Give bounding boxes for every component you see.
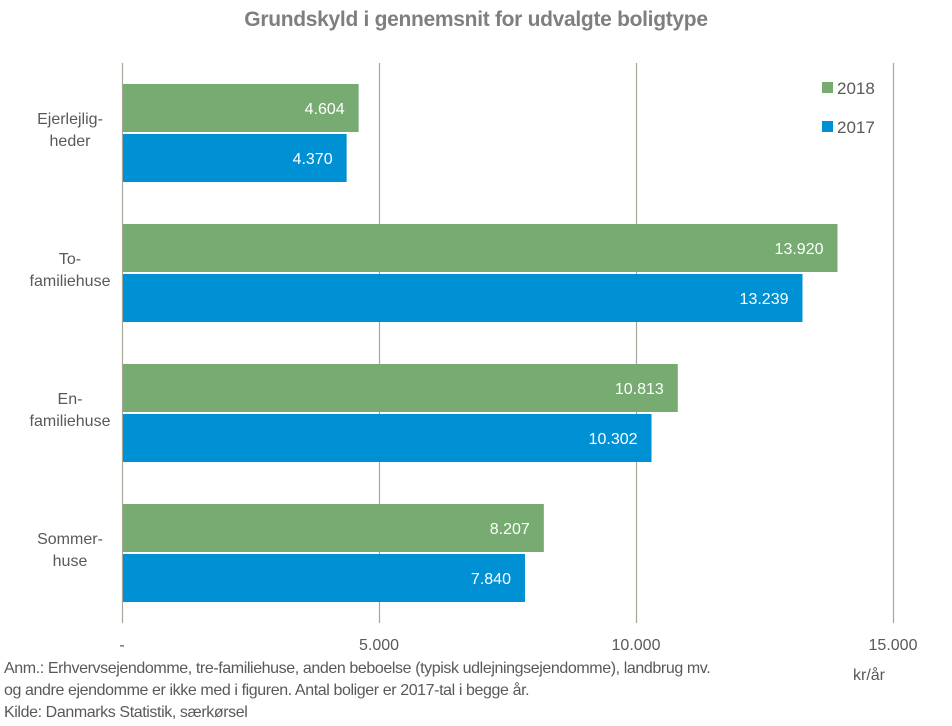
bar-value-label: 4.604 <box>305 101 345 118</box>
category-labels: Ejerlejlig-heder To-familiehuse En-familie… <box>30 111 111 570</box>
bar-2017 <box>123 554 525 602</box>
legend-swatch-2018 <box>822 82 833 93</box>
chart-notes: Anm.: Erhvervsejendomme, tre-familiehuse… <box>4 658 711 724</box>
gridlines <box>121 63 895 623</box>
source-line: Kilde: Danmarks Statistik, særkørsel <box>4 704 248 721</box>
x-tick-label: 15.000 <box>869 637 918 654</box>
bar-2018 <box>123 504 544 552</box>
legend: 2018 2017 <box>822 79 875 137</box>
bar-value-label: 8.207 <box>490 521 530 538</box>
x-tick-labels: - 5.000 10.000 15.000 <box>119 637 917 654</box>
legend-swatch-2017 <box>822 121 833 132</box>
bar-2018 <box>123 84 359 132</box>
bar-value-label: 13.920 <box>775 241 824 258</box>
category-label: huse <box>53 553 88 570</box>
bar-2017 <box>123 414 652 462</box>
legend-label-2017: 2017 <box>837 118 875 137</box>
bar-2017 <box>123 274 803 322</box>
bar-value-label: 13.239 <box>740 291 789 308</box>
x-tick-label: 10.000 <box>612 637 661 654</box>
category-label: Sommer- <box>37 531 103 548</box>
category-label: To- <box>59 251 81 268</box>
category-label: heder <box>50 133 92 150</box>
category-label: En- <box>58 391 83 408</box>
bar-value-label: 10.302 <box>589 431 638 448</box>
category-label: Ejerlejlig- <box>37 111 103 128</box>
category-label: familiehuse <box>30 273 111 290</box>
x-tick-label: 5.000 <box>359 637 399 654</box>
legend-label-2018: 2018 <box>837 79 875 98</box>
chart-title: Grundskyld i gennemsnit for udvalgte bol… <box>244 8 708 31</box>
note-line: og andre ejendomme er ikke med i figuren… <box>4 682 530 699</box>
bar-2018 <box>123 364 678 412</box>
bar-2018 <box>123 224 838 272</box>
bar-2017 <box>123 134 347 182</box>
x-tick-label: - <box>119 637 124 654</box>
bars: 4.604 4.370 13.920 13.239 10.813 10.302 8.207 7… <box>123 84 838 602</box>
x-axis-unit-label: kr/år <box>853 666 886 684</box>
category-label: familiehuse <box>30 413 111 430</box>
bar-value-label: 10.813 <box>615 381 664 398</box>
bar-value-label: 4.370 <box>293 151 333 168</box>
note-line: Anm.: Erhvervsejendomme, tre-familiehuse… <box>4 660 711 677</box>
bar-value-label: 7.840 <box>471 571 511 588</box>
